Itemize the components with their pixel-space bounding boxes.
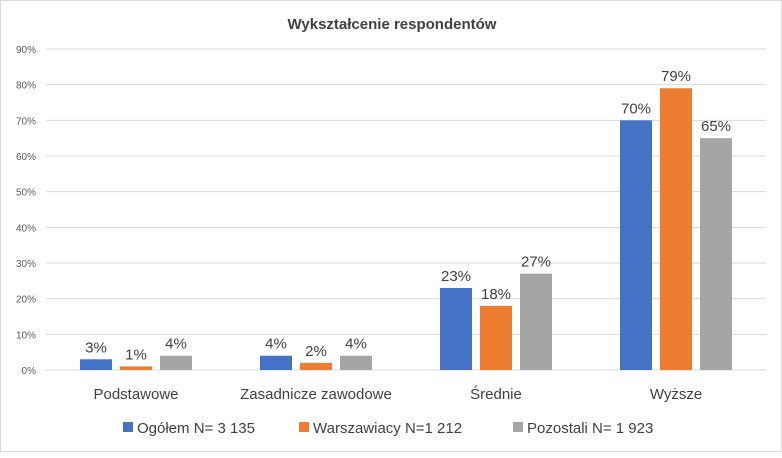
y-tick-label: 0% [22,366,37,377]
data-label: 3% [85,339,107,356]
bar-0 [80,359,112,370]
y-tick-label: 50% [16,188,36,199]
bar-1 [300,362,332,370]
bar-1 [120,366,152,370]
bar-1 [480,305,512,370]
legend-swatch [123,422,133,432]
y-tick-label: 80% [16,81,36,92]
legend-label: Ogółem N= 3 135 [137,420,255,437]
bar-1 [660,88,692,370]
data-label: 79% [661,68,691,85]
bar-0 [440,287,472,370]
legend-label: Pozostali N= 1 923 [527,420,653,437]
x-tick-label: Średnie [470,385,522,403]
y-tick-label: 40% [16,223,36,234]
y-tick-label: 70% [16,116,36,127]
x-tick-label: Podstawowe [93,386,178,403]
data-label: 23% [441,268,471,285]
x-tick-label: Wyższe [650,386,702,403]
chart-title: Wykształcenie respondentów [288,16,497,33]
data-label: 1% [125,346,147,363]
bar-2 [340,355,372,370]
bar-2 [520,273,552,370]
x-tick-label: Zasadnicze zawodowe [240,386,392,403]
data-label: 65% [701,118,731,135]
bar-0 [260,355,292,370]
y-tick-label: 30% [16,259,36,270]
bar-2 [700,138,732,370]
data-label: 2% [305,343,327,360]
legend-swatch [299,422,309,432]
legend-swatch [513,422,523,432]
y-tick-label: 60% [16,152,36,163]
data-label: 27% [521,254,551,271]
data-label: 4% [345,336,367,353]
y-tick-label: 20% [16,295,36,306]
data-label: 4% [265,336,287,353]
bar-0 [620,120,652,370]
data-label: 4% [165,336,187,353]
data-label: 18% [481,286,511,303]
data-label: 70% [621,100,651,117]
legend-label: Warszawiacy N=1 212 [313,420,462,437]
y-tick-label: 90% [16,45,36,56]
bar-2 [160,355,192,370]
y-tick-label: 10% [16,330,36,341]
